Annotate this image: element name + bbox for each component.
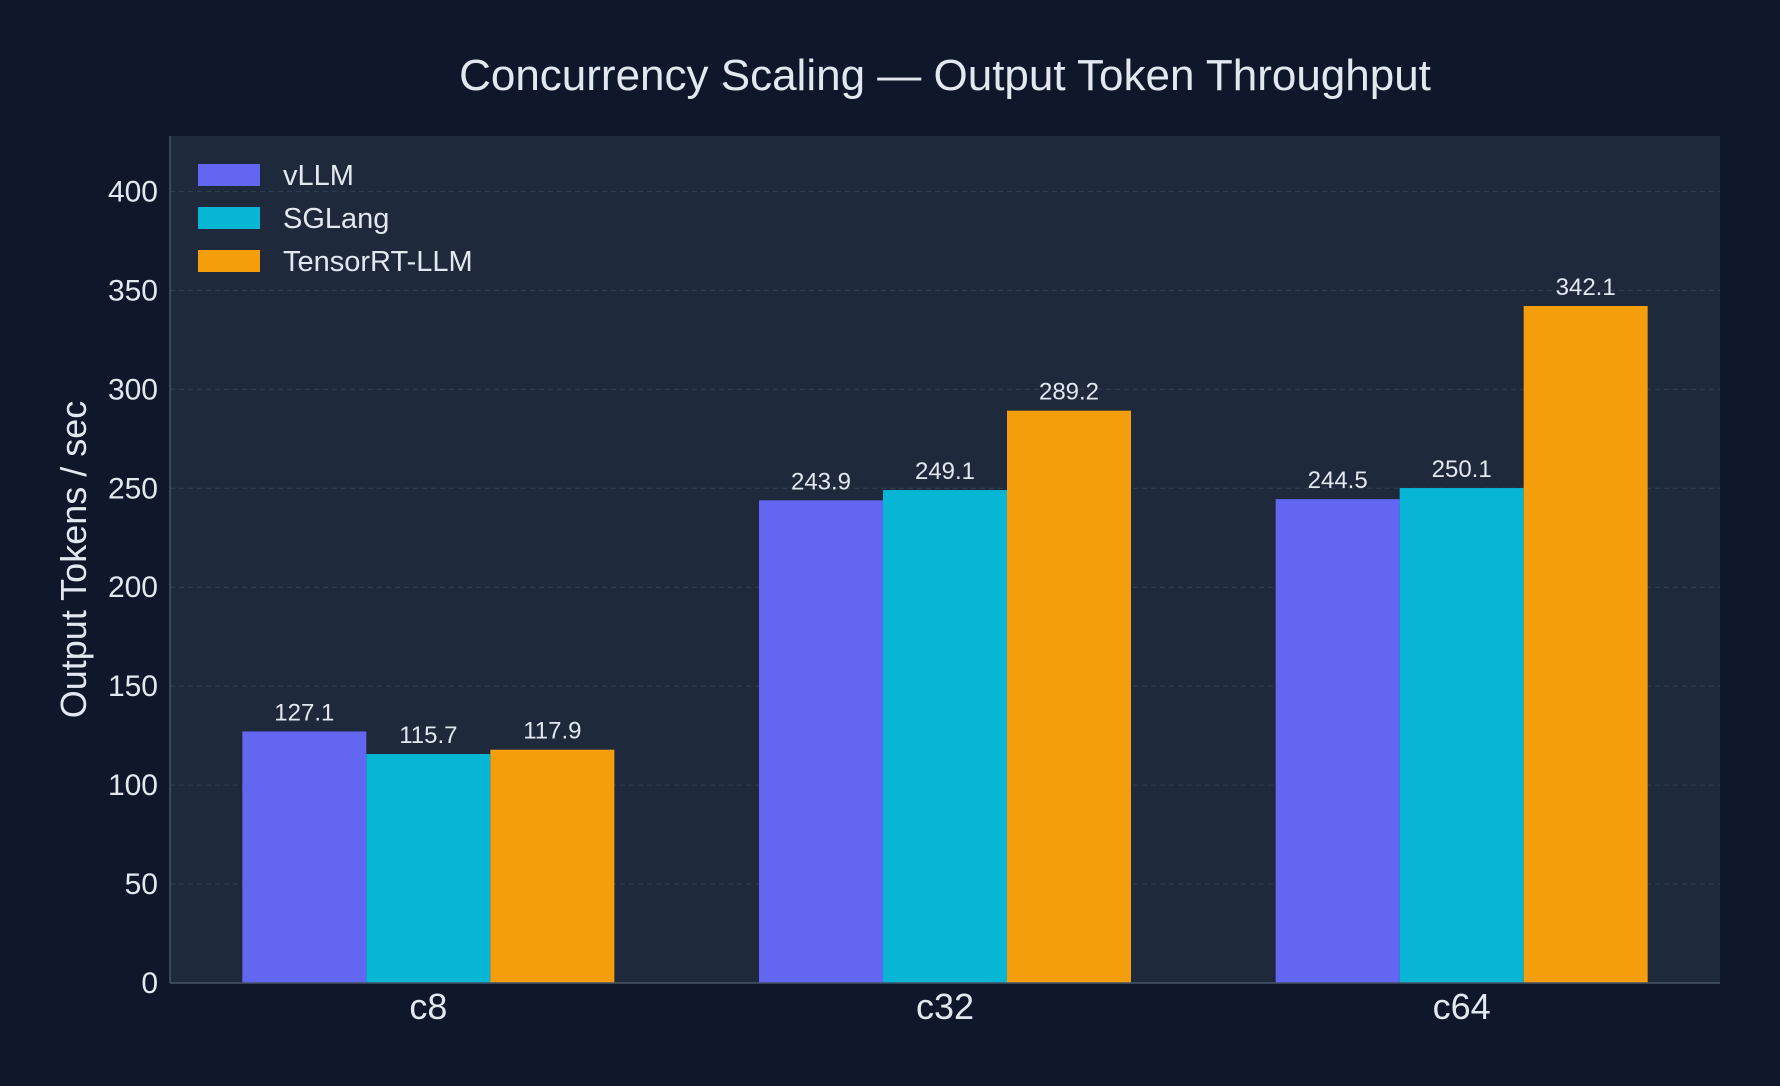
bar-vllm-c64 — [1275, 499, 1400, 983]
legend-label: vLLM — [283, 160, 354, 192]
bar-vllm-c8 — [242, 731, 367, 983]
bar-vllm-c32 — [759, 500, 883, 983]
data-labels: 127.1 115.7 117.9 243.9 249.1 289.2 244.5 250.1… — [274, 274, 1615, 749]
y-tick-label: 400 — [108, 175, 158, 208]
bar-sglang-c8 — [366, 754, 491, 983]
bar-sglang-c32 — [883, 490, 1007, 983]
y-tick-label: 350 — [108, 274, 158, 307]
bar-tensorrt-llm-c32 — [1007, 410, 1131, 984]
x-tick-label: c64 — [1433, 986, 1491, 1027]
y-axis-label: Output Tokens / sec — [53, 401, 94, 719]
bars — [242, 305, 1648, 984]
bar-tensorrt-llm-c8 — [490, 749, 615, 983]
axes: 0 50 100 150 200 250 300 350 400 c8 c32 c64 — [108, 136, 1720, 1027]
bar-sglang-c64 — [1399, 488, 1524, 983]
bar-value-label: 117.9 — [523, 718, 581, 745]
legend-label: SGLang — [283, 203, 389, 235]
bar-value-label: 289.2 — [1039, 379, 1099, 406]
x-tick-label: c32 — [916, 986, 974, 1027]
bar-value-label: 342.1 — [1556, 274, 1616, 301]
y-tick-label: 300 — [108, 373, 158, 406]
legend-swatch — [198, 207, 260, 229]
bar-value-label: 250.1 — [1432, 456, 1492, 483]
y-tick-label: 0 — [141, 967, 158, 1000]
y-tick-label: 150 — [108, 670, 158, 703]
bar-tensorrt-llm-c64 — [1523, 305, 1648, 984]
legend-label: TensorRT-LLM — [283, 246, 473, 278]
legend-swatch — [198, 164, 260, 186]
chart-title: Concurrency Scaling — Output Token Throu… — [459, 51, 1431, 100]
y-tick-label: 50 — [125, 868, 158, 901]
bar-value-label: 244.5 — [1308, 467, 1368, 494]
bar-value-label: 127.1 — [274, 699, 334, 726]
bar-value-label: 115.7 — [399, 722, 457, 749]
y-tick-label: 250 — [108, 472, 158, 505]
legend-swatch — [198, 250, 260, 272]
legend: vLLM SGLang TensorRT-LLM — [198, 160, 473, 278]
bar-value-label: 243.9 — [791, 468, 851, 495]
x-tick-label: c8 — [409, 986, 447, 1027]
bar-value-label: 249.1 — [915, 458, 975, 485]
y-tick-label: 100 — [108, 769, 158, 802]
y-tick-label: 200 — [108, 571, 158, 604]
